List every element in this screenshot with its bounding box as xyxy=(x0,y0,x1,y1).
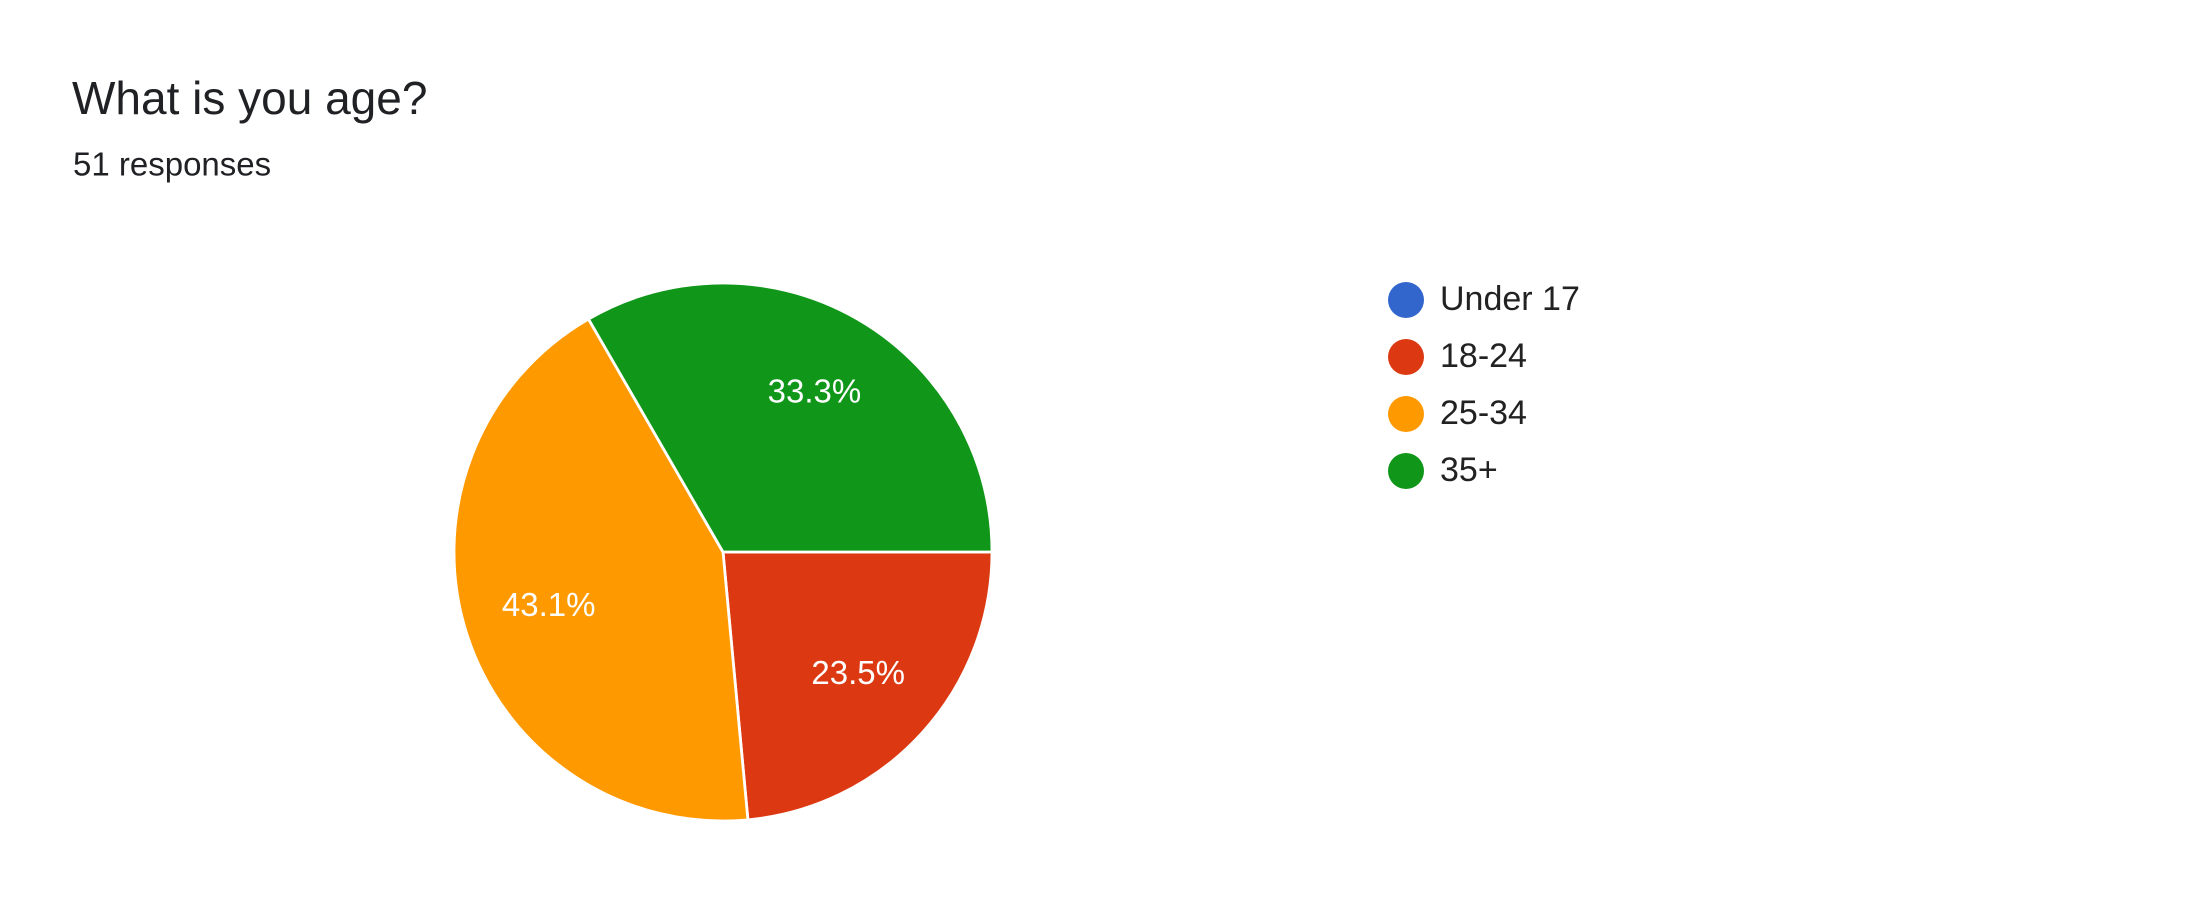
legend-label: 35+ xyxy=(1440,451,1498,489)
pie-slice xyxy=(452,317,750,823)
legend-swatch xyxy=(1388,282,1424,318)
legend-swatch xyxy=(1388,453,1424,489)
legend-label: 25-34 xyxy=(1440,394,1527,432)
pie-slice xyxy=(587,281,994,554)
legend-swatch xyxy=(1388,339,1424,375)
slice-label: 33.3% xyxy=(768,372,862,409)
legend-label: 18-24 xyxy=(1440,337,1527,375)
slice-label: 43.1% xyxy=(502,586,596,623)
slice-label: 23.5% xyxy=(811,654,905,691)
legend-label: Under 17 xyxy=(1440,280,1580,318)
legend-swatch xyxy=(1388,396,1424,432)
chart-title: What is you age? xyxy=(72,72,427,124)
pie-slice xyxy=(721,550,994,822)
chart-subtitle: 51 responses xyxy=(73,146,271,183)
